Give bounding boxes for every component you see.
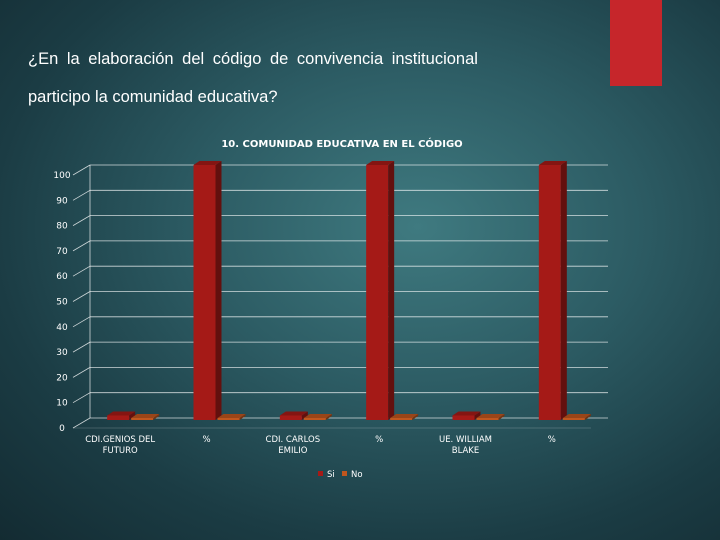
gridline-side-80: [72, 215, 91, 226]
bar-si-2: [279, 411, 308, 420]
legend-label: No: [351, 470, 363, 480]
gridline-side-60: [72, 265, 91, 277]
legend-swatch: [342, 471, 347, 476]
bar-no-0: [131, 414, 160, 420]
bar-no-5: [562, 414, 591, 420]
slide-title-line-1: ¿En la elaboración del código de convive…: [28, 50, 478, 68]
legend-item-no: No: [342, 470, 363, 480]
y-tick-label: 10: [56, 399, 68, 409]
y-tick-label: 0: [59, 424, 65, 434]
bar-si-4: [452, 411, 481, 420]
accent-tab: [610, 0, 662, 86]
gridline-side-40: [72, 316, 91, 328]
y-tick-label: 70: [56, 247, 68, 257]
category-label: CDI. CARLOS EMILIO: [266, 435, 321, 456]
chart-title: 10. COMUNIDAD EDUCATIVA EN EL CÓDIGO: [221, 137, 462, 150]
bar-si-1: [193, 161, 222, 420]
legend-item-si: Si: [318, 470, 335, 480]
chart-legend: Si No: [318, 470, 363, 480]
y-tick-label: 90: [56, 196, 68, 206]
y-tick-label: 40: [56, 323, 68, 333]
gridline-side-30: [72, 341, 91, 353]
gridline-side-100: [72, 164, 91, 176]
gridline-side-50: [72, 291, 91, 302]
bar-no-1: [217, 414, 246, 420]
chart-gridlines: [72, 164, 608, 429]
slide-title: ¿En la elaboración del código de convive…: [28, 40, 588, 116]
bar-si-0: [107, 411, 136, 420]
y-axis-tick-labels: 0 10 20 30 40 50 60 70 80 90 100: [53, 171, 70, 434]
gridline-side-90: [72, 189, 91, 201]
bar-si-3: [366, 161, 395, 420]
y-tick-label: 100: [53, 171, 70, 181]
category-label: %: [202, 435, 210, 445]
y-tick-label: 20: [56, 373, 68, 383]
bar-no-3: [390, 414, 419, 420]
x-axis-category-labels: CDI.GENIOS DEL FUTURO% CDI. CARLOS EMILIO% U…: [85, 435, 556, 456]
category-label: %: [375, 435, 383, 445]
y-tick-label: 50: [56, 298, 68, 308]
category-label: CDI.GENIOS DEL FUTURO: [85, 435, 155, 456]
gridline-side-0: [72, 417, 91, 429]
legend-label: Si: [327, 470, 335, 480]
y-tick-label: 60: [56, 272, 68, 282]
y-tick-label: 30: [56, 348, 68, 358]
gridline-side-10: [72, 392, 91, 404]
gridline-side-20: [72, 367, 91, 378]
y-tick-label: 80: [56, 222, 68, 232]
gridline-side-70: [72, 240, 91, 252]
bar-no-4: [476, 414, 505, 420]
category-label: UE. WILLIAM BLAKE: [439, 435, 492, 456]
chart-bars: [107, 161, 591, 420]
legend-swatch: [318, 471, 323, 476]
slide-title-line-2: participo la comunidad educativa?: [28, 88, 278, 106]
bar-si-5: [538, 161, 567, 420]
category-label: %: [548, 435, 556, 445]
bar-no-2: [303, 414, 332, 420]
